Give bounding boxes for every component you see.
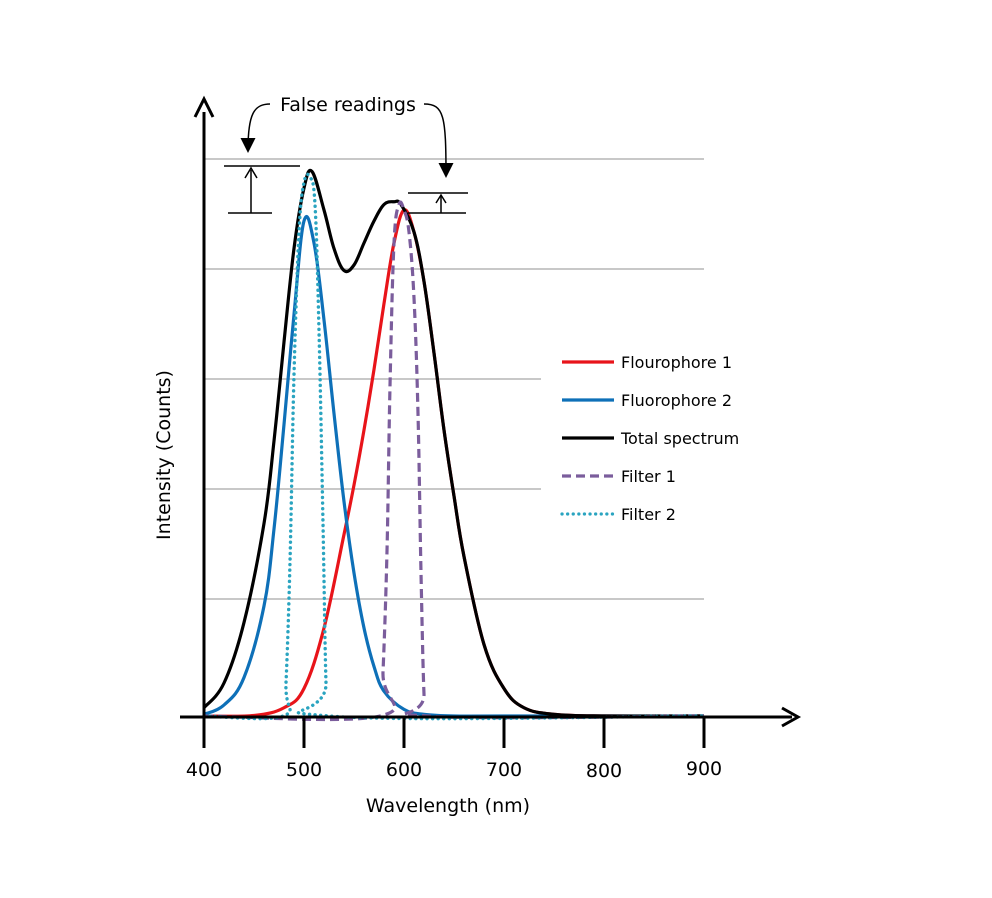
x-axis-arrow-icon: [781, 706, 802, 728]
y-axis-label: Intensity (Counts): [153, 370, 175, 540]
series-line-total-spectrum: [202, 168, 705, 718]
false-readings-right-arrow-icon: [423, 103, 454, 178]
false-readings-label: False readings: [280, 94, 416, 116]
legend-label-filter-2: Filter 2: [621, 505, 676, 524]
legend-label-flourophore-1: Flourophore 1: [621, 353, 732, 372]
legend: Flourophore 1 Fluorophore 2 Total spectrum…: [560, 353, 739, 524]
legend-label-fluorophore-2: Fluorophore 2: [621, 391, 732, 410]
false-readings-annotation: False readings: [224, 94, 468, 214]
x-tick-label-900: 900: [686, 758, 722, 780]
right-bracket-arrow-icon: [435, 193, 447, 204]
series-line-filter-2: [202, 172, 706, 721]
legend-label-filter-1: Filter 1: [621, 467, 676, 486]
x-tick-label-800: 800: [586, 760, 622, 782]
series-line-filter-1: [203, 200, 705, 722]
left-bracket-arrow-icon: [244, 166, 258, 179]
x-tick-label-600: 600: [386, 759, 422, 781]
x-tick-label-500: 500: [286, 759, 322, 781]
x-axis-label: Wavelength (nm): [366, 795, 530, 817]
y-axis-arrow-icon: [193, 95, 215, 118]
false-readings-left-arrow-icon: [240, 103, 271, 153]
x-tick-label-400: 400: [186, 759, 222, 781]
x-ticks: 400 500 600 700 800 900: [186, 717, 722, 782]
x-tick-label-700: 700: [486, 759, 522, 781]
legend-label-total-spectrum: Total spectrum: [620, 429, 739, 448]
series-layer: [202, 168, 706, 722]
